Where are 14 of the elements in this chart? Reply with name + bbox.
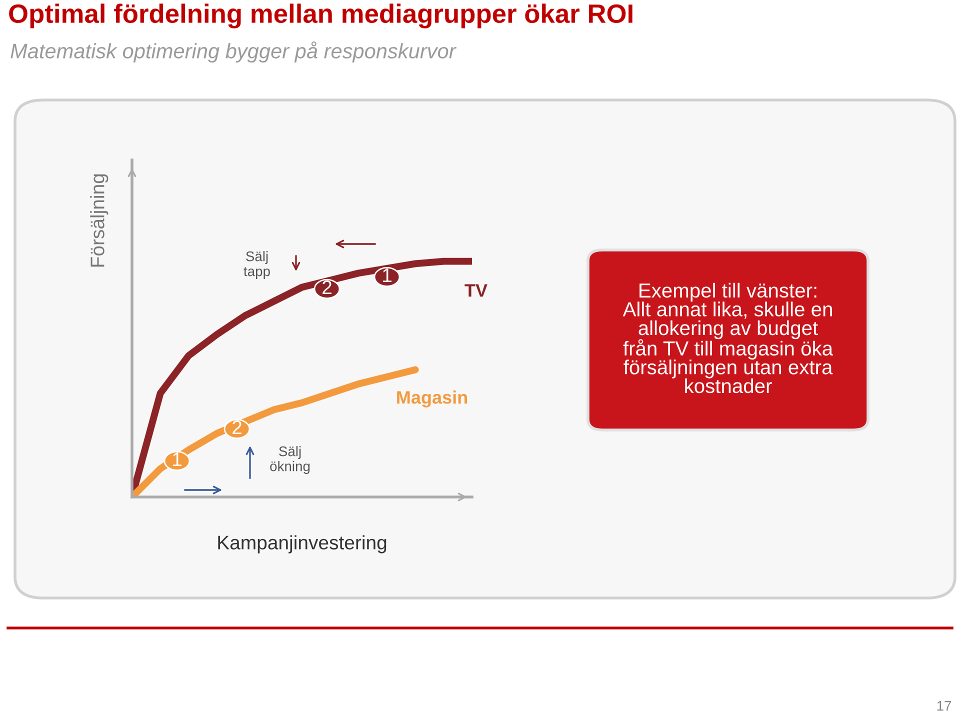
- text: Exempel till vänster: Allt annat lika, skulle en allokering av budget från TV till magasin öka försäljningen utan extra kostnader: [622, 282, 834, 394]
- annotation: 1: [173, 452, 182, 466]
- series-label: TV: [464, 284, 488, 297]
- y-axis-title: Försäljning: [90, 174, 108, 267]
- annotation: 2: [322, 280, 332, 294]
- annotation: 2: [232, 420, 242, 434]
- annotation: Sälj tapp: [244, 251, 270, 279]
- series-label: Magasin: [397, 390, 468, 408]
- annotation: Sälj ökning: [270, 446, 310, 474]
- text: 17: [937, 701, 952, 711]
- x-axis-title: Kampanjinvestering: [218, 535, 386, 554]
- annotation: 1: [383, 268, 392, 282]
- chart-title: Optimal fördelning mellan mediagrupper ökar ROI: [9, 4, 632, 28]
- chart-subtitle: Matematisk optimering bygger på responskurvor: [10, 41, 457, 63]
